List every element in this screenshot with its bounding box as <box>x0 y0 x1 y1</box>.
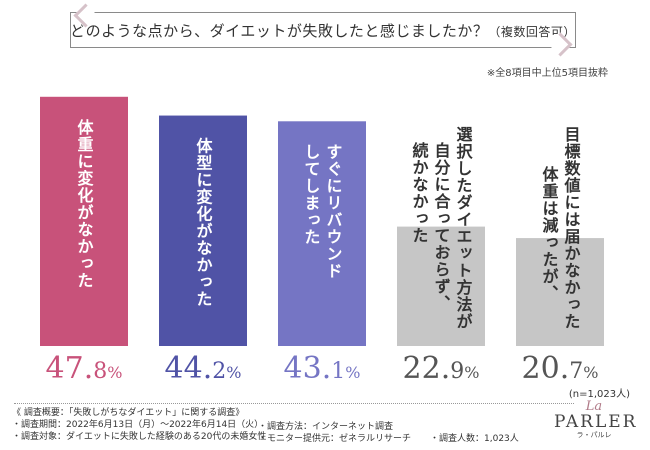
survey-method: ・調査方法：インターネット調査 <box>258 422 394 432</box>
bar-chart: 体重に変化がなかった 47.8% 体型に変化がなかった 44.2% してしまった すぐにリ… <box>40 96 604 386</box>
title-box: どのような点から、ダイエットが失敗したと感じましたか？（複数回答可） <box>70 3 576 57</box>
value-label-4: 22.9% <box>403 351 480 386</box>
category-label-1: 体重に変化がなかった <box>75 118 94 289</box>
survey-count: ・調査人数：1,023人 <box>430 434 519 444</box>
logo-main: PARLER <box>554 412 638 432</box>
category-label-5: 体重は減ったが、 <box>540 165 559 302</box>
value-label-2: 44.2% <box>165 351 242 386</box>
chart-title: どのような点から、ダイエットが失敗したと感じましたか？（複数回答可） <box>70 21 576 40</box>
survey-overview: 《 調査概要：「失敗しがちなダイエット」に関する調査》 ・調査期間：2022年6… <box>12 407 266 443</box>
survey-heading: 《 調査概要：「失敗しがちなダイエット」に関する調査》 <box>12 408 245 418</box>
bar-1 <box>40 96 128 346</box>
survey-provider: ・モニター提供元：ゼネラルリサーチ <box>258 434 412 444</box>
category-label-5: 目標数値には届かなかった <box>562 126 582 330</box>
category-label-3: してしまった <box>302 143 321 245</box>
survey-period: ・調査期間：2022年6月13日（月）〜2022年6月14日（火） <box>12 420 264 430</box>
note: ※全8項目中上位5項目抜粋 <box>486 68 608 79</box>
category-label-4: 自分に合っておらず、 <box>432 141 451 312</box>
survey-target: ・調査対象：ダイエットに失敗した経験のある20代の未婚女性 <box>12 432 267 442</box>
value-label-3: 43.1% <box>284 351 361 386</box>
footer-divider <box>14 403 574 404</box>
category-label-4: 選択したダイエット方法が <box>454 126 473 330</box>
value-label-5: 20.7% <box>522 351 599 386</box>
la-parler-logo: La PARLER ラ・パルレ <box>554 399 638 446</box>
bar-3 <box>278 121 366 346</box>
category-label-2: 体型に変化がなかった <box>194 137 213 308</box>
bar-5 <box>516 238 604 346</box>
logo-sub: ラ・パルレ <box>576 431 612 439</box>
bar-2 <box>159 115 247 346</box>
category-label-3: すぐにリバウンド <box>324 143 343 279</box>
category-label-4: 続かなかった <box>410 141 429 244</box>
sample-size-label: (n=1,023人) <box>568 389 630 400</box>
bar-4 <box>397 226 485 346</box>
logo-la: La <box>585 399 603 414</box>
chart-title-sub: （複数回答可） <box>488 24 576 39</box>
value-label-1: 47.8% <box>46 351 123 386</box>
